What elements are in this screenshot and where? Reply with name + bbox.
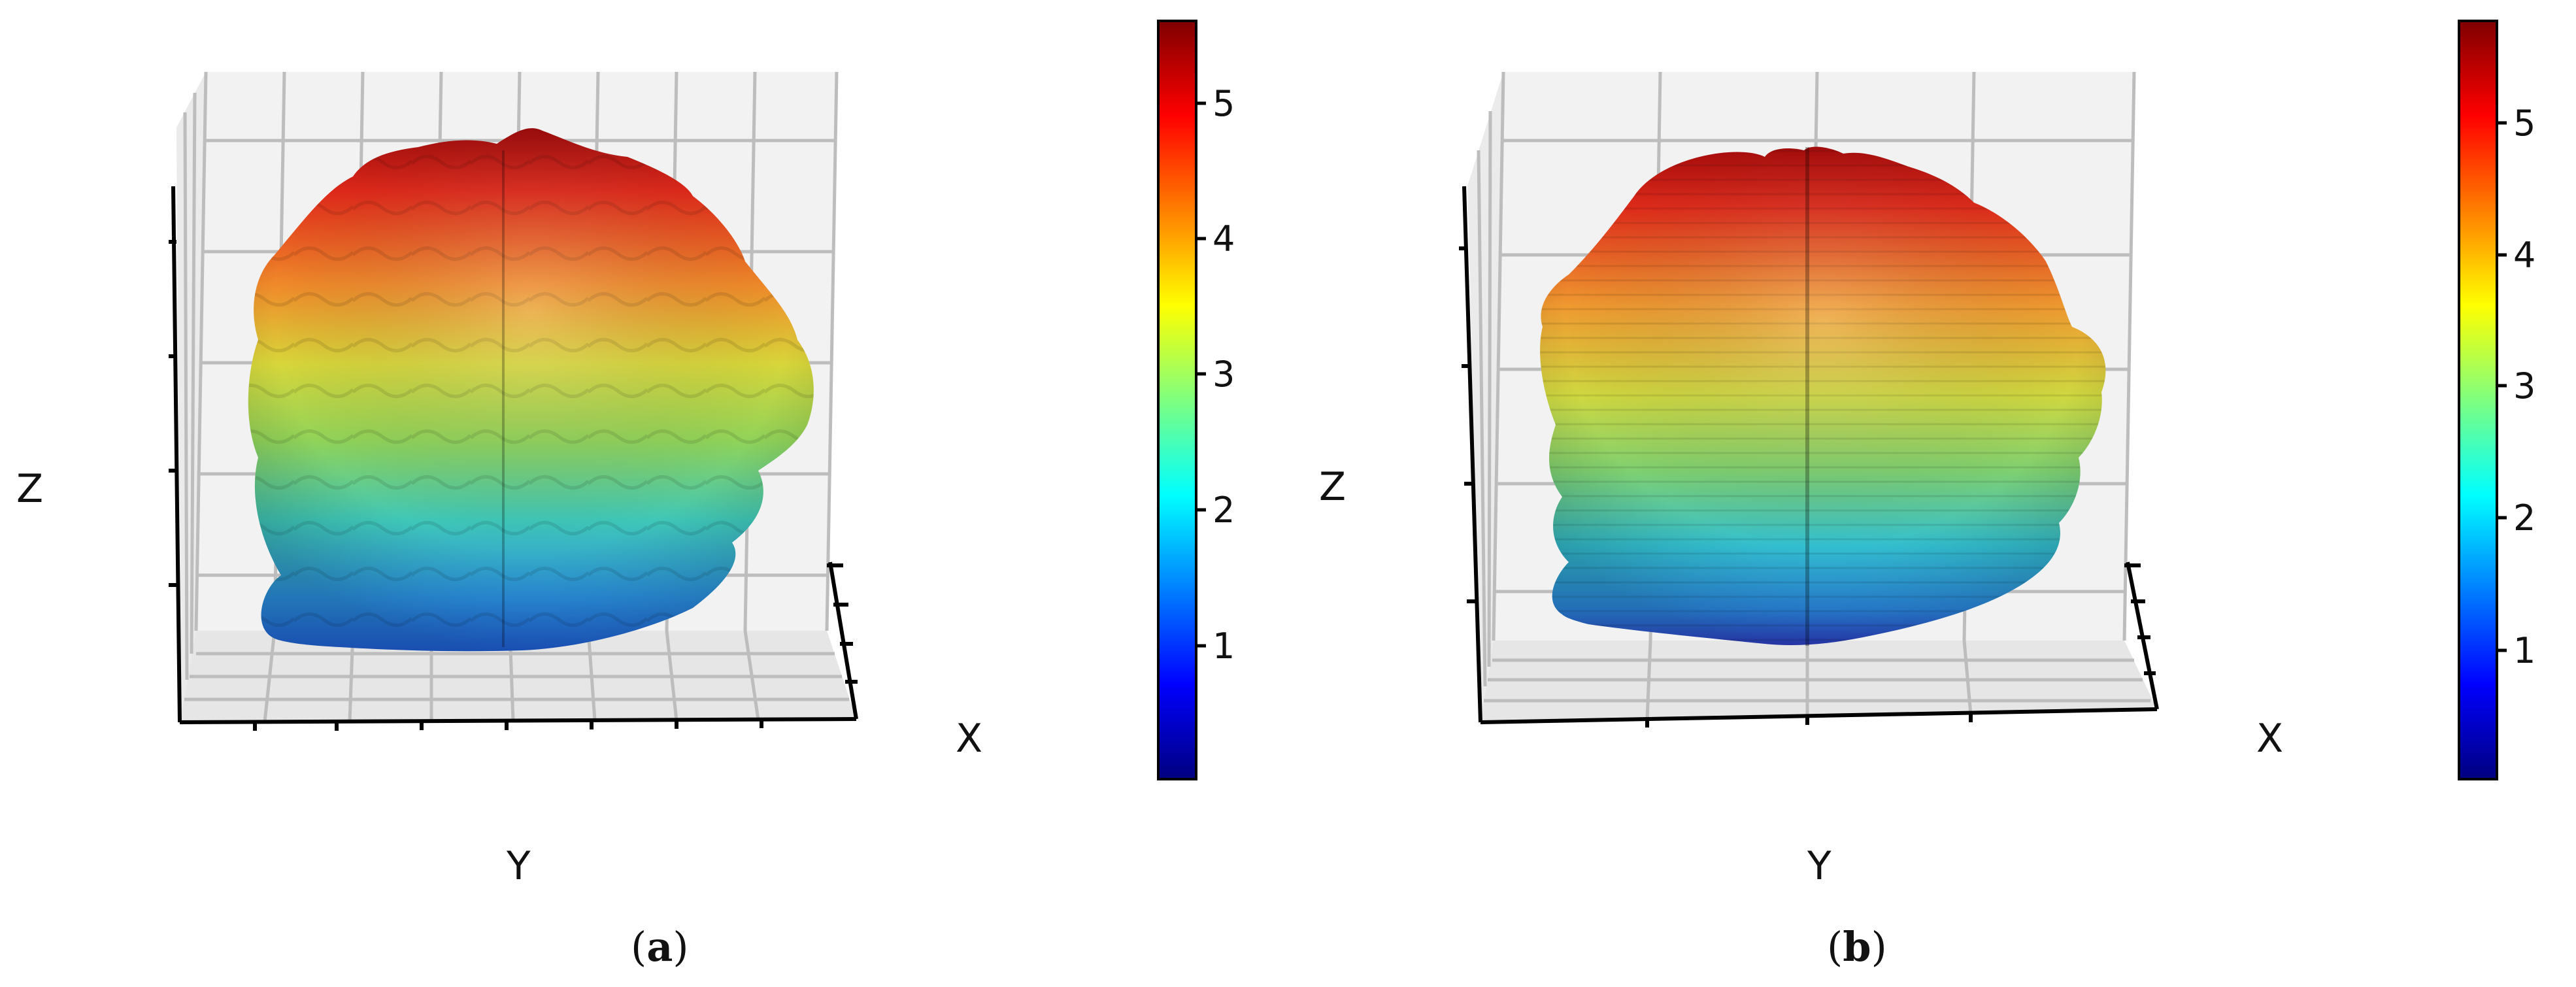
colorbar-b: 1 2 3 4 5 <box>2458 20 2535 780</box>
colorbar-tick-b-3: 3 <box>2513 365 2535 407</box>
caption-a-letter: a <box>646 923 673 971</box>
caption-a-close: ) <box>673 923 688 971</box>
ticks-a <box>169 240 858 731</box>
x-axis-label-b: X <box>2256 716 2283 761</box>
caption-b-letter: b <box>1843 923 1871 971</box>
z-axis-label-b: Z <box>1319 464 1346 510</box>
colorbar-tick-b-4: 4 <box>2513 235 2535 276</box>
colorbar-tick-b-2: 2 <box>2513 497 2535 539</box>
colorbar-tick-a-4: 4 <box>1213 218 1235 259</box>
caption-a-open: ( <box>631 923 646 971</box>
colorbar-tick-b-5: 5 <box>2513 103 2535 144</box>
colorbar-gradient-a <box>1157 20 1197 780</box>
panel-a: Z X Y 1 2 3 4 5 (a) <box>16 20 1235 971</box>
colorbar-tick-a-1: 1 <box>1213 626 1235 667</box>
caption-b: (b) <box>1827 923 1887 971</box>
surface-b-shade <box>1540 146 2106 645</box>
surface-a-shade <box>248 128 814 652</box>
colorbar-a: 1 2 3 4 5 <box>1157 20 1235 780</box>
y-axis-label-b: Y <box>1807 843 1832 889</box>
caption-b-open: ( <box>1827 923 1843 971</box>
ticks-b <box>1459 246 2156 728</box>
z-axis-label-a: Z <box>16 466 43 512</box>
colorbar-tick-a-5: 5 <box>1213 83 1235 124</box>
colorbar-gradient-b <box>2458 20 2498 780</box>
x-axis-label-a: X <box>956 716 982 761</box>
colorbar-tick-b-1: 1 <box>2513 630 2535 671</box>
colorbar-tick-a-3: 3 <box>1213 354 1235 395</box>
panel-b: Z X Y 1 2 3 4 5 (b) <box>1319 20 2535 971</box>
y-axis-label-a: Y <box>506 843 531 889</box>
axes-a <box>171 186 858 724</box>
caption-b-close: ) <box>1871 923 1887 971</box>
colorbar-tick-a-2: 2 <box>1213 490 1235 531</box>
caption-a: (a) <box>631 923 689 971</box>
